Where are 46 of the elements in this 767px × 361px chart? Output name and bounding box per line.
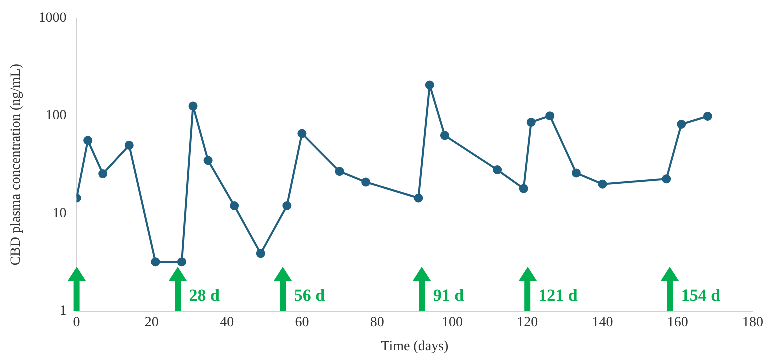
point [440,131,450,140]
point [703,112,712,121]
y-axis-title: CBD plasma concentration (ng/mL) [9,64,24,266]
point [414,194,424,203]
point [177,258,186,267]
point [526,118,536,127]
y-tick-label: 1000 [38,11,67,26]
point [546,112,555,121]
point [84,136,93,146]
point [230,202,240,210]
ref-line-label: 91 d [433,286,465,305]
point [493,166,502,175]
point [572,168,581,178]
point [425,80,434,90]
ref-line-label: 121 d [538,286,578,305]
point [298,129,307,138]
point [98,170,108,179]
point [335,167,344,176]
y-tick-label: 10 [52,206,67,222]
x-tick-label: 180 [742,315,764,330]
point [519,184,528,194]
x-tick-label: 100 [442,315,463,330]
x-tick-label: 80 [370,315,384,330]
ref-line-label: 56 d [294,286,326,305]
x-tick-label: 140 [592,315,614,330]
point [188,102,198,111]
x-tick-label: 60 [295,315,310,330]
x-tick-label: 40 [220,315,234,330]
x-axis-title: Time (days) [381,339,450,354]
point [124,140,134,150]
ref-line-label: 28 d [189,286,220,305]
x-tick-label: 20 [144,315,159,330]
y-tick-label: 100 [46,108,67,124]
point [662,174,672,184]
x-tick-label: 120 [517,315,538,330]
ref-line-label: 154 d [681,286,722,305]
point [151,258,160,267]
point [362,178,371,187]
point [282,202,292,210]
point [677,120,686,129]
x-tick-label: 160 [667,315,688,330]
point [204,156,213,166]
y-tick-label: 1 [60,304,67,320]
x-tick-label: 0 [73,315,80,330]
point [598,180,608,189]
point [256,249,266,258]
